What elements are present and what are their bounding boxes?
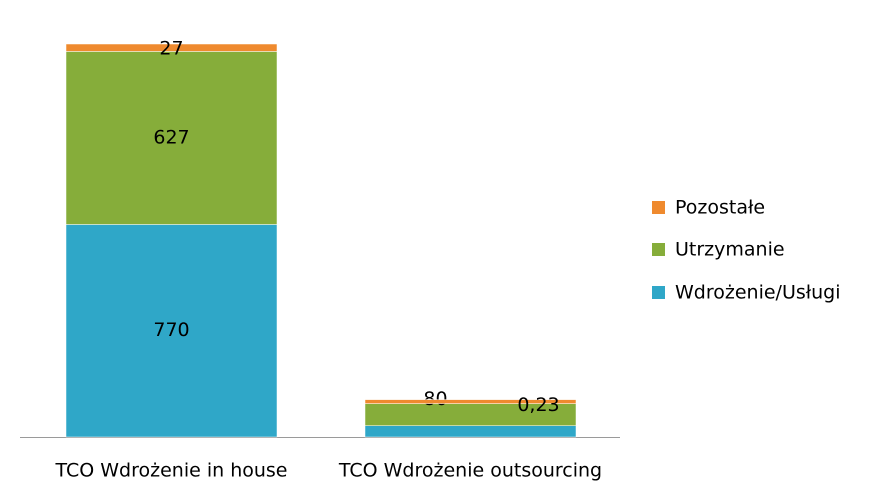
- bar-segment: [65, 43, 278, 52]
- value-label: 627: [153, 126, 189, 148]
- bar-segment: [364, 399, 577, 404]
- legend-swatch: [652, 201, 665, 214]
- x-tick-label: TCO Wdrożenie in house: [55, 460, 288, 482]
- x-tick-label: TCO Wdrożenie outsourcing: [338, 460, 602, 482]
- legend-label: Wdrożenie/Usługi: [675, 282, 841, 304]
- legend-label: Utrzymanie: [675, 239, 785, 261]
- bar-segment: [65, 51, 278, 225]
- bar-segment: [364, 425, 577, 438]
- legend-label: Pozostałe: [675, 197, 765, 219]
- value-label: 770: [153, 319, 189, 341]
- legend-swatch: [652, 243, 665, 256]
- legend-swatch: [652, 286, 665, 299]
- bar-segment: [65, 224, 278, 438]
- value-label: 27: [159, 38, 183, 60]
- value-label: 0,23: [517, 394, 559, 416]
- value-label: 80: [423, 388, 447, 410]
